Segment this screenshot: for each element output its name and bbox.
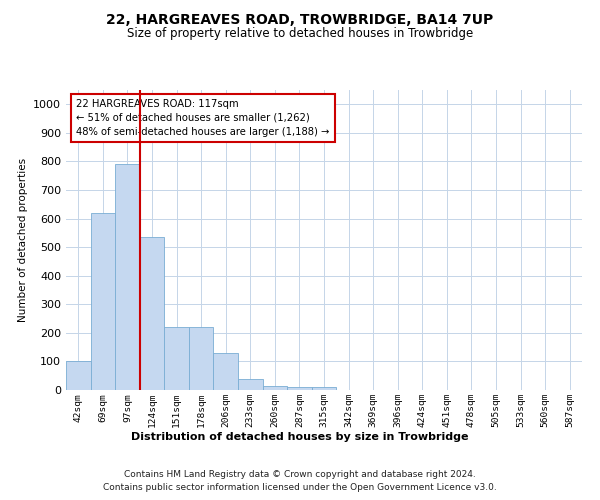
Bar [115, 164, 140, 390]
Text: Size of property relative to detached houses in Trowbridge: Size of property relative to detached ho… [127, 28, 473, 40]
Bar [164, 327, 189, 390]
Text: Contains public sector information licensed under the Open Government Licence v3: Contains public sector information licen… [103, 482, 497, 492]
Bar [263, 386, 287, 390]
Text: Contains HM Land Registry data © Crown copyright and database right 2024.: Contains HM Land Registry data © Crown c… [124, 470, 476, 479]
Bar [312, 387, 336, 390]
Bar [140, 237, 164, 390]
Y-axis label: Number of detached properties: Number of detached properties [17, 158, 28, 322]
Bar [189, 327, 214, 390]
Text: Distribution of detached houses by size in Trowbridge: Distribution of detached houses by size … [131, 432, 469, 442]
Text: 22 HARGREAVES ROAD: 117sqm
← 51% of detached houses are smaller (1,262)
48% of s: 22 HARGREAVES ROAD: 117sqm ← 51% of deta… [76, 99, 329, 137]
Text: 22, HARGREAVES ROAD, TROWBRIDGE, BA14 7UP: 22, HARGREAVES ROAD, TROWBRIDGE, BA14 7U… [106, 12, 494, 26]
Bar [238, 378, 263, 390]
Bar [214, 353, 238, 390]
Bar [91, 213, 115, 390]
Bar [66, 362, 91, 390]
Bar [287, 387, 312, 390]
